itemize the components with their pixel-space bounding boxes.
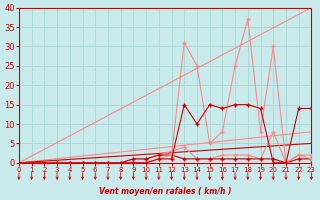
- X-axis label: Vent moyen/en rafales ( km/h ): Vent moyen/en rafales ( km/h ): [99, 187, 231, 196]
